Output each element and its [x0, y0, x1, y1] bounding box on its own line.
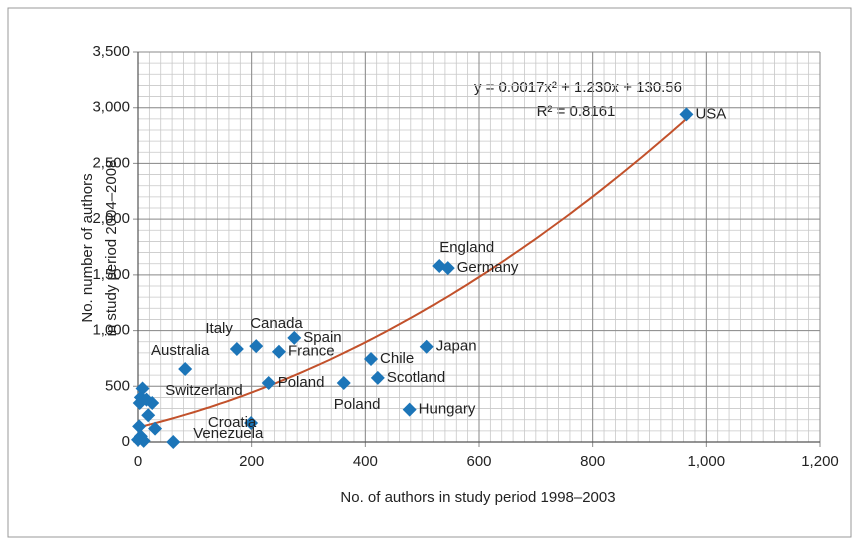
y-tick-label: 3,500 [92, 43, 130, 60]
point [141, 408, 156, 423]
point [336, 375, 351, 390]
frame [7, 7, 852, 538]
point-label: Italy [205, 320, 233, 337]
point-label: Japan [436, 338, 477, 355]
point [271, 344, 286, 359]
point-label: France [288, 343, 335, 360]
point-label: Australia [151, 342, 210, 359]
point [440, 261, 455, 276]
point-label: Poland [334, 396, 381, 413]
point-label: Germany [457, 259, 519, 276]
y-tick-label: 1,000 [92, 322, 130, 339]
point [135, 381, 150, 396]
y-tick-label: 2,500 [92, 154, 130, 171]
y-tick-label: 500 [105, 377, 130, 394]
point [402, 402, 417, 417]
x-axis-label: No. of authors in study period 1998–2003 [340, 489, 615, 506]
point-label: Hungary [419, 401, 476, 418]
trend-equation: y = 0.0017x² + 1.230x + 130.56 [474, 79, 682, 96]
trend-r2: R² = 0.8161 [537, 103, 616, 120]
point [166, 435, 181, 449]
x-tick-label: 800 [580, 453, 605, 470]
point [229, 341, 244, 356]
x-tick-label: 400 [353, 453, 378, 470]
x-tick-label: 600 [466, 453, 491, 470]
point-label: England [439, 239, 494, 256]
point-label: Venezuela [193, 425, 264, 442]
point [261, 375, 276, 390]
point-label: Canada [250, 315, 303, 332]
point [136, 433, 151, 448]
point-label: Chile [380, 350, 414, 367]
point-label: Scotland [387, 369, 445, 386]
x-tick-label: 1,200 [801, 453, 839, 470]
y-tick-label: 3,000 [92, 99, 130, 116]
point-label: Spain [303, 329, 341, 346]
point [419, 339, 434, 354]
point [244, 416, 259, 431]
point [679, 107, 694, 122]
point [148, 421, 163, 436]
point [287, 330, 302, 345]
point [132, 419, 147, 434]
y-tick-label: 1,500 [92, 266, 130, 283]
point [178, 362, 193, 377]
point [132, 396, 147, 410]
y-axis-label: in study period 2004–2008 [103, 160, 120, 337]
x-tick-label: 0 [134, 453, 142, 470]
point [249, 339, 264, 354]
point-label: USA [695, 105, 726, 122]
x-tick-label: 1,000 [688, 453, 726, 470]
point [370, 370, 385, 385]
point-label: Croatia [208, 414, 257, 431]
point-label: Switzerland [165, 382, 243, 399]
x-tick-label: 200 [239, 453, 264, 470]
y-tick-label: 2,000 [92, 210, 130, 227]
y-tick-label: 0 [122, 433, 130, 450]
y-axis-label: No. number of authors [79, 173, 96, 322]
point-label: Poland [278, 374, 325, 391]
trendline [137, 118, 688, 429]
point [364, 351, 379, 366]
